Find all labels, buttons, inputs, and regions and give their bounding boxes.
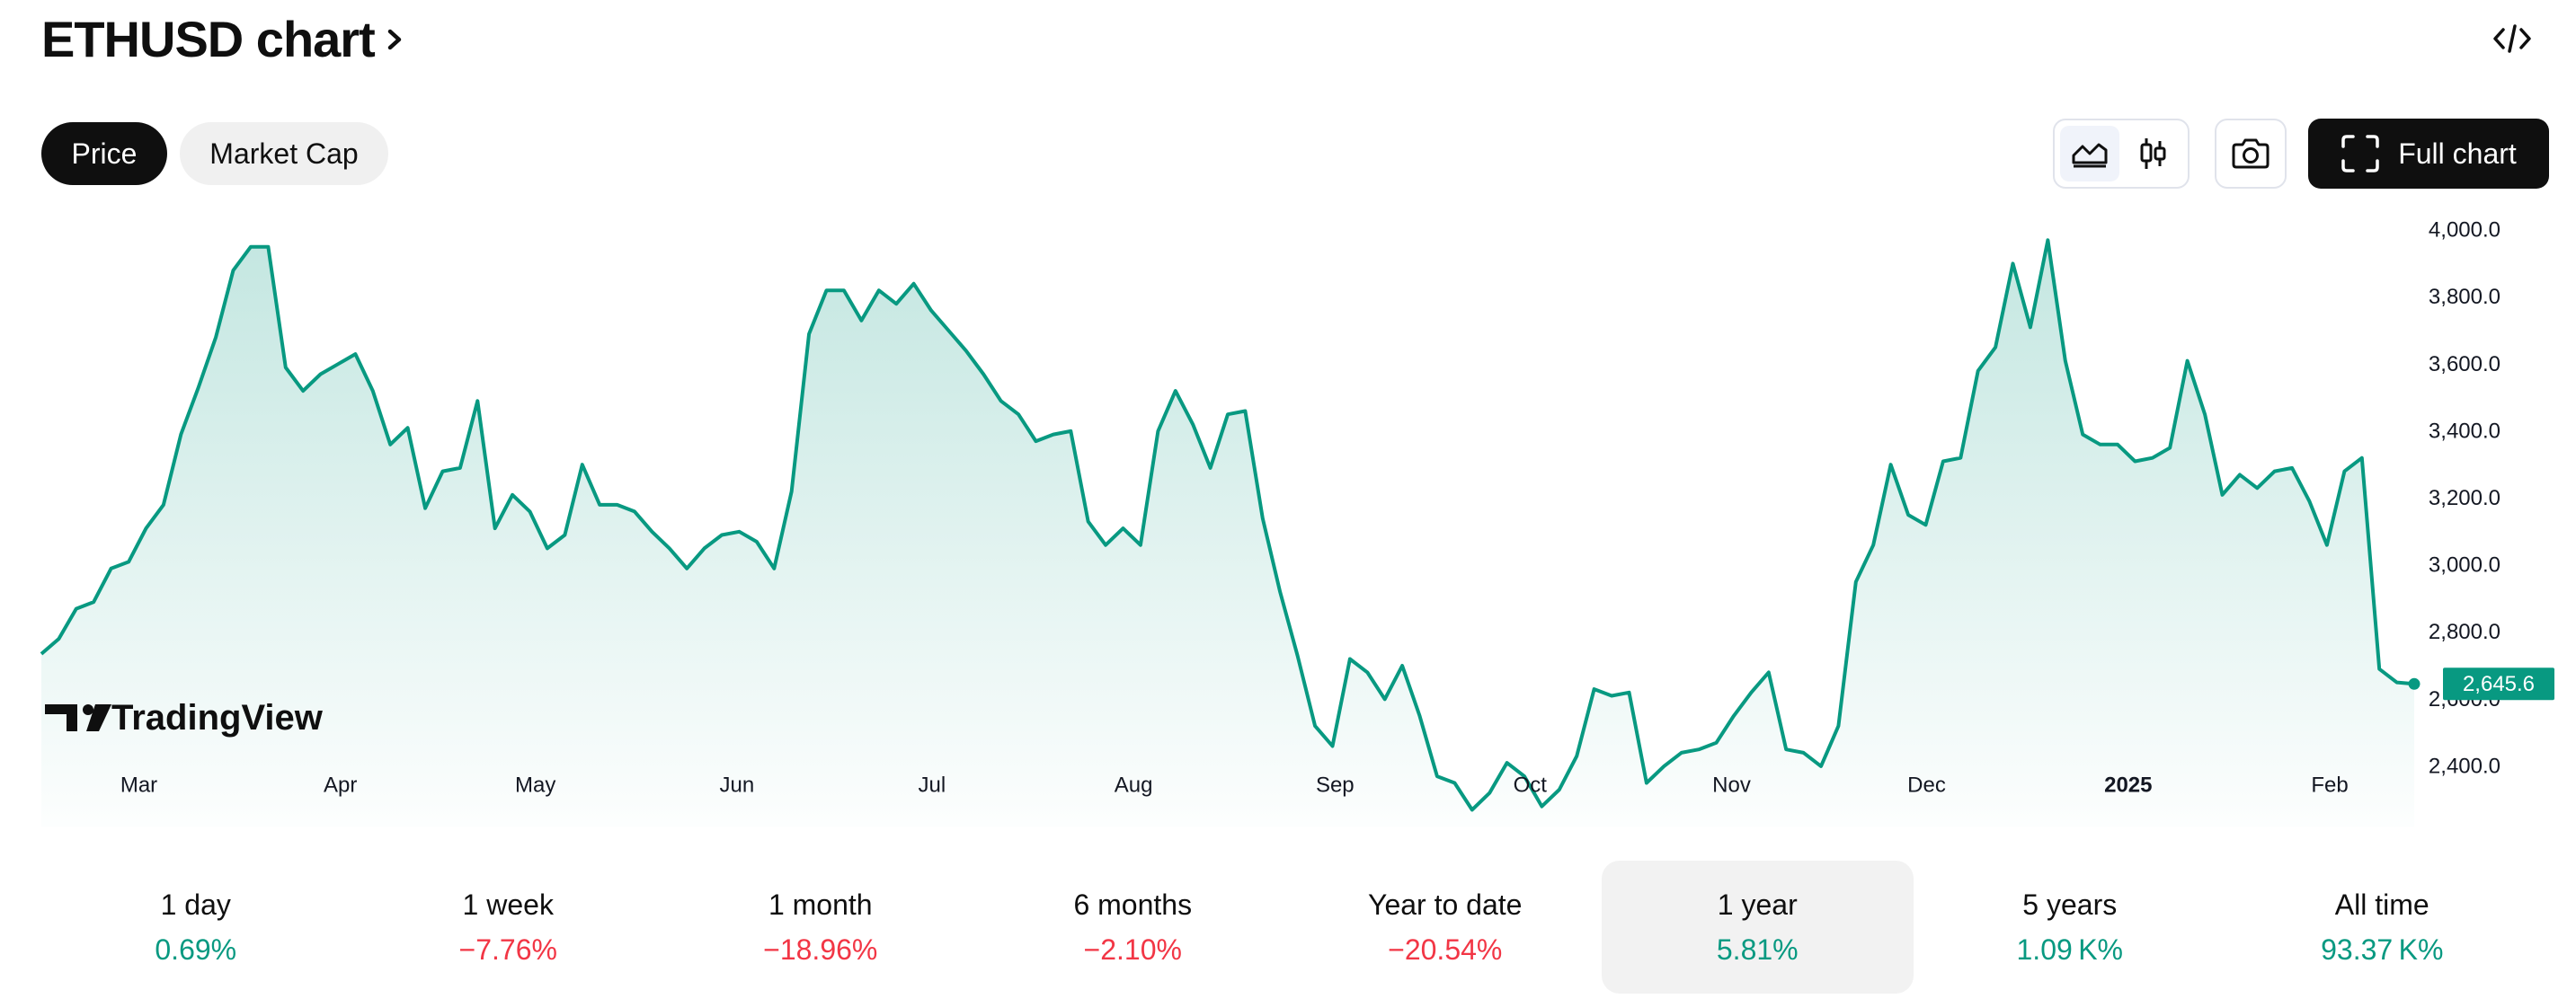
period-change: 1.09 K% <box>2016 933 2123 966</box>
tradingview-logo: TradingView <box>45 698 324 738</box>
period-label: 1 year <box>1717 888 1798 921</box>
svg-text:2,645.6: 2,645.6 <box>2463 672 2535 696</box>
x-tick-label: 2025 <box>2104 774 2152 798</box>
period-tab[interactable]: 1 month −18.96% <box>664 861 977 994</box>
price-area-fill <box>41 240 2414 827</box>
area-chart-icon <box>2072 143 2108 168</box>
period-tab[interactable]: 1 year 5.81% <box>1601 861 1914 994</box>
period-label: All time <box>2334 888 2429 921</box>
camera-icon <box>2232 138 2270 169</box>
chevron-right-icon <box>387 29 401 50</box>
period-change: −18.96% <box>763 933 878 966</box>
period-change: 93.37 K% <box>2321 933 2444 966</box>
period-change: 0.69% <box>155 933 237 966</box>
period-label: Year to date <box>1368 888 1523 921</box>
y-tick-label: 3,600.0 <box>2429 352 2500 376</box>
period-tab[interactable]: 1 day 0.69% <box>40 861 352 994</box>
page-title: ETHUSD chart <box>41 11 376 67</box>
full-chart-button[interactable]: Full chart <box>2308 119 2549 189</box>
x-tick-label: Jun <box>720 774 755 798</box>
price-chart[interactable]: 4,000.0 3,800.0 3,600.0 3,400.0 3,200.0 3,000… <box>0 207 2576 827</box>
y-tick-label: 3,800.0 <box>2429 285 2500 309</box>
period-label: 1 month <box>768 888 873 921</box>
x-tick-label: Mar <box>120 774 157 798</box>
code-icon <box>2493 24 2531 53</box>
fullscreen-icon <box>2341 135 2379 172</box>
x-tick-label: Jul <box>919 774 946 798</box>
last-price-label: 2,645.6 <box>2443 667 2554 701</box>
y-tick-label: 3,000.0 <box>2429 553 2500 578</box>
period-change: −7.76% <box>458 933 557 966</box>
period-tab[interactable]: 6 months −2.10% <box>977 861 1290 994</box>
y-tick-label: 2,400.0 <box>2429 754 2500 778</box>
x-tick-label: Apr <box>324 774 357 798</box>
price-line <box>40 238 2415 812</box>
snapshot-button[interactable] <box>2215 119 2287 189</box>
period-tab[interactable]: 1 week −7.76% <box>352 861 665 994</box>
period-label: 1 day <box>160 888 231 921</box>
x-tick-label: Sep <box>1316 774 1355 798</box>
period-tab[interactable]: Year to date −20.54% <box>1289 861 1602 994</box>
period-label: 1 week <box>462 888 554 921</box>
performance-periods: 1 day 0.69% 1 week −7.76% 1 month −18.96% 6 mo… <box>40 861 2538 994</box>
full-chart-label: Full chart <box>2398 137 2517 170</box>
y-tick-label: 4,000.0 <box>2429 218 2500 243</box>
x-tick-label: Nov <box>1712 774 1751 798</box>
period-label: 5 years <box>2022 888 2118 921</box>
x-tick-label: Oct <box>1514 774 1548 798</box>
area-chart-button[interactable] <box>2060 126 2119 181</box>
x-tick-label: Feb <box>2311 774 2348 798</box>
period-label: 6 months <box>1073 888 1193 921</box>
y-tick-label: 2,800.0 <box>2429 620 2500 644</box>
embed-code-button[interactable] <box>2488 14 2536 63</box>
x-tick-label: May <box>515 774 555 798</box>
tab-market-cap[interactable]: Market Cap <box>180 122 388 185</box>
period-change: −2.10% <box>1083 933 1182 966</box>
tradingview-wordmark: TradingView <box>111 698 324 738</box>
chart-type-toggle <box>2053 119 2190 189</box>
period-change: 5.81% <box>1716 933 1799 966</box>
x-tick-label: Dec <box>1907 774 1946 798</box>
period-tab[interactable]: All time 93.37 K% <box>2226 861 2539 994</box>
x-tick-label: Aug <box>1115 774 1153 798</box>
candlestick-icon <box>2140 138 2166 169</box>
y-tick-label: 3,400.0 <box>2429 419 2500 443</box>
period-change: −20.54% <box>1388 933 1503 966</box>
chart-title-link[interactable]: ETHUSD chart <box>41 7 407 72</box>
y-tick-label: 3,200.0 <box>2429 486 2500 510</box>
last-price-dot <box>2408 677 2421 690</box>
tab-price[interactable]: Price <box>41 122 167 185</box>
candlestick-chart-button[interactable] <box>2123 126 2182 181</box>
period-tab[interactable]: 5 years 1.09 K% <box>1914 861 2226 994</box>
